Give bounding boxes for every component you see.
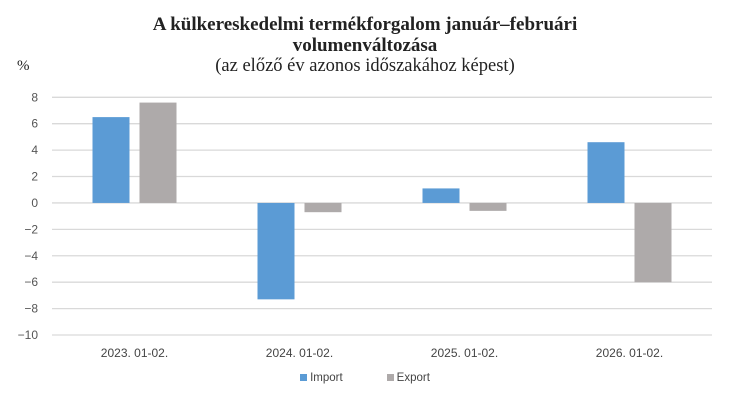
bar-export <box>634 202 672 283</box>
chart-title-line1: A külkereskedelmi termékforgalom január–… <box>152 14 578 35</box>
x-category-label: 2024. 01-02. <box>266 346 333 360</box>
y-tick-label: 6 <box>31 117 38 131</box>
y-tick-label: −6 <box>24 275 38 289</box>
y-tick-label: 8 <box>31 90 38 104</box>
legend-swatch-icon <box>386 374 394 381</box>
bar-import <box>422 188 460 203</box>
y-tick-label: −10 <box>18 328 39 342</box>
bar-export <box>304 202 342 213</box>
x-category-label: 2025. 01-02. <box>431 346 498 360</box>
y-tick-label: −8 <box>24 302 38 316</box>
legend-label: Import <box>310 372 343 384</box>
legend-item-import: Import <box>300 372 343 384</box>
legend-label: Export <box>396 372 430 384</box>
bar-import <box>257 202 295 300</box>
y-tick-label: −2 <box>24 222 38 236</box>
y-tick-label: 0 <box>31 196 38 210</box>
legend-item-export: Export <box>386 372 430 384</box>
legend-swatch-icon <box>300 374 308 381</box>
bar-export <box>139 102 177 203</box>
bar-import <box>587 142 625 203</box>
y-axis-unit-label: % <box>17 58 30 74</box>
bar-export <box>469 202 507 211</box>
chart-title: A külkereskedelmi termékforgalom január–… <box>0 14 730 77</box>
chart-subtitle: (az előző év azonos időszakához képest) <box>215 56 515 76</box>
legend: Import Export <box>0 372 730 384</box>
bar-import <box>92 117 130 203</box>
x-category-label: 2023. 01-02. <box>101 346 168 360</box>
y-tick-label: 4 <box>31 143 38 157</box>
y-tick-label: 2 <box>31 170 38 184</box>
chart-title-line2: volumenváltozása <box>292 35 438 56</box>
y-tick-label: −4 <box>24 249 38 263</box>
x-category-label: 2026. 01-02. <box>596 346 663 360</box>
